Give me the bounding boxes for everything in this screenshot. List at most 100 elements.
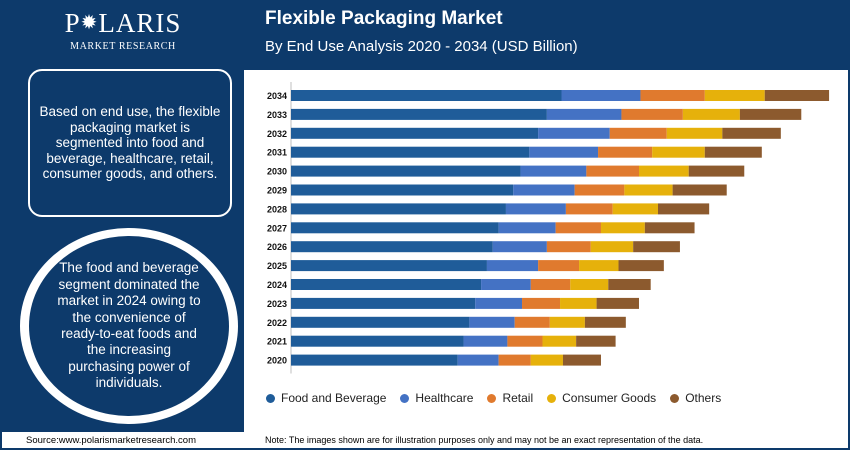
- bar-segment-others: [704, 146, 762, 158]
- bar-segment-food-and-beverage: [291, 241, 493, 253]
- y-tick-label: 2030: [267, 167, 287, 177]
- bar-segment-retail: [586, 165, 639, 177]
- chart-title: Flexible Packaging Market: [265, 8, 503, 29]
- y-tick-label: 2034: [267, 91, 287, 101]
- bar-segment-others: [633, 241, 680, 253]
- bar-segment-retail: [574, 184, 625, 196]
- bar-segment-healthcare: [505, 203, 566, 215]
- legend-swatch: [670, 393, 680, 403]
- legend-item: Food and Beverage: [266, 391, 386, 405]
- bar-segment-food-and-beverage: [291, 222, 499, 234]
- legend-swatch: [266, 393, 275, 403]
- bar-segment-healthcare: [481, 279, 531, 290]
- bar-segment-food-and-beverage: [291, 165, 521, 177]
- chart-subtitle: By End Use Analysis 2020 - 2034 (USD Bil…: [265, 38, 578, 55]
- legend-label: Food and Beverage: [281, 391, 387, 405]
- highlight-circle: The food and beverage segment dominated …: [20, 228, 238, 424]
- y-tick-label: 2025: [267, 261, 287, 271]
- bar-segment-food-and-beverage: [291, 297, 476, 309]
- segmentation-text-box: Based on end use, the flexible packaging…: [28, 69, 232, 217]
- y-tick-label: 2023: [267, 299, 287, 309]
- logo-wordmark: P✹LARIS: [64, 8, 182, 38]
- legend-item: Consumer Goods: [547, 391, 656, 405]
- bar-segment-retail: [621, 108, 683, 120]
- bar-segment-others: [608, 279, 651, 290]
- bar-segment-consumer-goods: [549, 316, 585, 328]
- bar-segment-food-and-beverage: [291, 90, 562, 101]
- bar-segment-healthcare: [520, 165, 587, 177]
- bar-segment-healthcare: [475, 297, 523, 309]
- bar-segment-consumer-goods: [600, 222, 645, 234]
- bar-segment-retail: [609, 127, 667, 139]
- bar-segment-healthcare: [561, 90, 641, 101]
- bar-segment-retail: [507, 335, 543, 347]
- y-tick-label: 2024: [267, 280, 287, 290]
- bar-segment-healthcare: [486, 260, 539, 272]
- chart-legend: Food and Beverage Healthcare Retail Consume…: [266, 391, 721, 405]
- polaris-logo: P✹LARIS MARKET RESEARCH: [2, 8, 244, 53]
- bar-segment-healthcare: [529, 146, 599, 158]
- bar-segment-consumer-goods: [570, 279, 609, 290]
- bar-segment-others: [658, 203, 710, 215]
- bar-segment-retail: [555, 222, 601, 234]
- chart-area: 2034 2033 2032 2031 2030 2029 2028 2027 2026 2025…: [252, 82, 842, 422]
- bar-segment-food-and-beverage: [291, 354, 458, 366]
- bar-segment-consumer-goods: [579, 260, 619, 272]
- bar-segment-consumer-goods: [542, 335, 577, 347]
- bar-segment-others: [644, 222, 695, 234]
- bar-segment-others: [618, 260, 664, 272]
- y-tick-label: 2022: [267, 318, 287, 328]
- legend-label: Retail: [502, 391, 534, 405]
- y-tick-label: 2021: [267, 337, 287, 347]
- bar-segment-retail: [546, 241, 591, 253]
- bar-segment-healthcare: [457, 354, 499, 366]
- legend-swatch: [400, 393, 410, 403]
- bar-segment-food-and-beverage: [291, 146, 530, 158]
- bar-segment-consumer-goods: [682, 108, 740, 120]
- star-icon: ✹: [80, 12, 99, 34]
- y-tick-label: 2029: [267, 186, 287, 196]
- bar-segment-retail: [530, 279, 571, 290]
- legend-item: Others: [670, 391, 721, 405]
- bar-segment-others: [739, 108, 802, 120]
- y-tick-label: 2032: [267, 129, 287, 139]
- y-tick-label: 2026: [267, 242, 287, 252]
- bar-segment-retail: [640, 90, 705, 101]
- bar-segment-healthcare: [538, 127, 610, 139]
- bar-segment-food-and-beverage: [291, 108, 547, 120]
- bar-segment-food-and-beverage: [291, 260, 487, 272]
- bar-segment-food-and-beverage: [291, 279, 482, 290]
- bar-segment-healthcare: [492, 241, 547, 253]
- bar-segment-consumer-goods: [652, 146, 705, 158]
- bar-segment-food-and-beverage: [291, 184, 514, 196]
- bar-segment-others: [562, 354, 601, 366]
- bar-segment-others: [764, 90, 830, 101]
- bar-segment-consumer-goods: [590, 241, 634, 253]
- bar-segment-consumer-goods: [666, 127, 723, 139]
- legend-label: Consumer Goods: [562, 391, 657, 405]
- bar-segment-retail: [598, 146, 653, 158]
- bar-segment-retail: [514, 316, 550, 328]
- bar-segment-food-and-beverage: [291, 335, 464, 347]
- stacked-bar-chart: 2034 2033 2032 2031 2030 2029 2028 2027 2026 2025…: [267, 82, 830, 374]
- bar-segment-healthcare: [546, 108, 622, 120]
- bar-segment-others: [576, 335, 616, 347]
- bar-segment-consumer-goods: [704, 90, 765, 101]
- y-tick-label: 2028: [267, 204, 287, 214]
- legend-swatch: [487, 393, 497, 403]
- bar-segment-consumer-goods: [530, 354, 563, 366]
- bar-segment-food-and-beverage: [291, 127, 539, 139]
- y-tick-label: 2031: [267, 148, 287, 158]
- bar-segment-others: [722, 127, 781, 139]
- bar-segment-others: [672, 184, 727, 196]
- bar-segment-retail: [565, 203, 613, 215]
- legend-label: Others: [685, 391, 722, 405]
- legend-item: Retail: [487, 391, 533, 405]
- bar-segment-food-and-beverage: [291, 203, 506, 215]
- bar-segment-others: [596, 297, 639, 309]
- y-tick-label: 2033: [267, 110, 287, 120]
- bar-segment-consumer-goods: [624, 184, 673, 196]
- logo-tagline: MARKET RESEARCH: [70, 41, 176, 52]
- legend-label: Healthcare: [415, 391, 474, 405]
